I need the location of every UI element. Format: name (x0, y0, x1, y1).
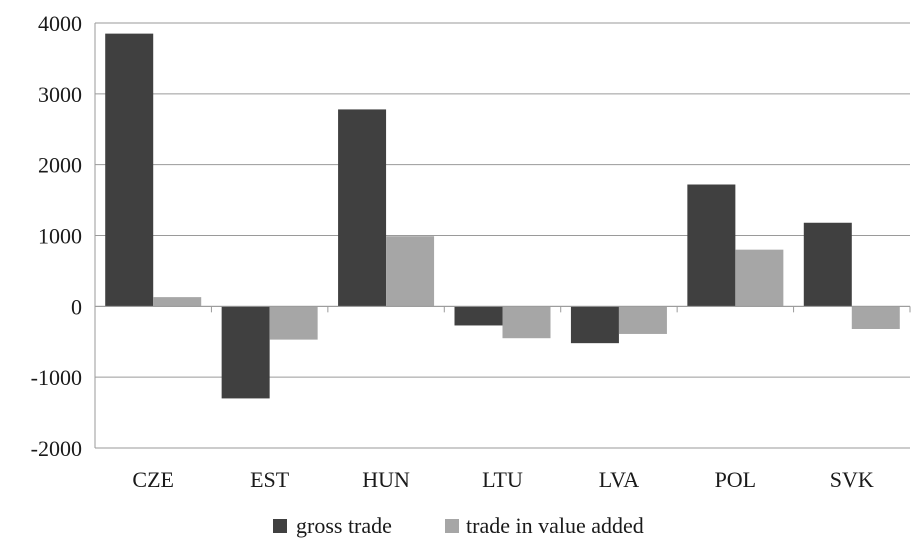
x-tick-label: LVA (599, 467, 639, 492)
bar-gross-trade-cze (105, 33, 154, 307)
gridlines (95, 22, 910, 449)
x-tick-label: EST (250, 467, 290, 492)
bar-gross-trade-hun (338, 109, 387, 307)
x-tick-label: CZE (132, 467, 174, 492)
x-tick-label: LTU (482, 467, 523, 492)
y-tick-label: 3000 (38, 82, 82, 107)
bar-gross-trade-ltu (454, 306, 503, 326)
bar-trade-in-value-added-svk (851, 306, 900, 329)
bar-gross-trade-lva (570, 306, 619, 344)
legend-label-gross-trade: gross trade (296, 513, 392, 538)
y-tick-label: 1000 (38, 224, 82, 249)
legend-swatch-trade-in-value-added (445, 519, 459, 533)
x-tick-labels: CZE EST HUN LTU LVA POL SVK (132, 467, 873, 492)
y-tick-label: 2000 (38, 153, 82, 178)
y-tick-label: -1000 (31, 365, 82, 390)
y-tick-label: -2000 (31, 436, 82, 461)
bar-trade-in-value-added-lva (618, 306, 667, 334)
legend-label-trade-in-value-added: trade in value added (466, 513, 644, 538)
axes (94, 23, 911, 448)
bar-trade-in-value-added-est (269, 306, 318, 340)
bars (105, 33, 900, 399)
bar-trade-in-value-added-pol (735, 249, 784, 307)
y-tick-label: 0 (71, 294, 82, 319)
x-tick-label: POL (715, 467, 757, 492)
y-tick-labels: -2000 -1000 0 1000 2000 3000 4000 (31, 11, 82, 461)
bar-gross-trade-svk (803, 222, 852, 307)
x-tick-label: SVK (830, 467, 874, 492)
bar-gross-trade-est (221, 306, 270, 399)
legend-swatch-gross-trade (273, 519, 287, 533)
bar-trade-in-value-added-hun (386, 236, 435, 307)
y-tick-label: 4000 (38, 11, 82, 36)
legend: gross trade trade in value added (273, 513, 644, 538)
x-tick-label: HUN (362, 467, 410, 492)
bar-gross-trade-pol (687, 184, 736, 307)
bar-trade-in-value-added-ltu (502, 306, 551, 339)
bar-trade-in-value-added-cze (153, 297, 202, 307)
